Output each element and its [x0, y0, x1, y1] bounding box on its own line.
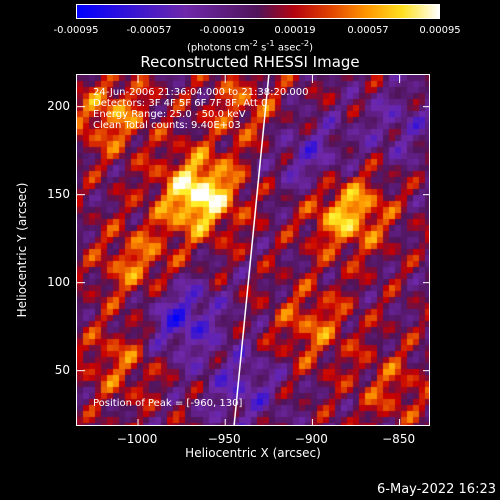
heatmap-image — [77, 75, 429, 425]
footer-date: 6-May-2022 16:23 — [377, 482, 496, 497]
colorbar-tick-label: 0.00019 — [274, 25, 316, 36]
annotation-time: 24-Jun-2006 21:36:04.000 to 21:38:20.000 — [93, 87, 309, 98]
colorbar-tick-label: 0.00095 — [419, 25, 461, 36]
x-axis-label: Heliocentric X (arcsec) — [185, 446, 321, 460]
annotation-energy: Energy Range: 25.0 - 50.0 keV — [93, 109, 246, 120]
y-tick-label: 100 — [47, 274, 70, 289]
annotation-peak: Position of Peak = [-960, 130] — [93, 398, 243, 409]
plot-area: 24-Jun-2006 21:36:04.000 to 21:38:20.000… — [76, 74, 430, 426]
colorbar-tick-label: -0.00057 — [126, 25, 172, 36]
colorbar-tick-label: -0.00019 — [199, 25, 245, 36]
x-tick-label: −900 — [294, 432, 328, 446]
x-tick-label: −950 — [207, 432, 241, 446]
colorbar-units: (photons cm-2 s-1 asec-2) — [186, 38, 314, 54]
x-tick-label: −850 — [382, 432, 416, 446]
plot-overlay — [77, 75, 429, 425]
colorbar — [76, 4, 440, 19]
y-tick-label: 150 — [47, 186, 70, 201]
colorbar-tick-label: -0.00095 — [53, 25, 99, 36]
y-axis-label: Heliocentric Y (arcsec) — [15, 182, 29, 318]
chart-title: Reconstructed RHESSI Image — [140, 53, 360, 71]
y-tick-label: 200 — [47, 98, 70, 113]
colorbar-tick-label: 0.00057 — [347, 25, 389, 36]
solar-limb-line — [233, 75, 270, 425]
y-tick-label: 50 — [54, 362, 70, 377]
annotation-clean: Clean Total counts: 9.40E+03 — [93, 120, 241, 131]
x-tick-label: −1000 — [116, 432, 158, 446]
annotation-detectors: Detectors: 3F 4F 5F 6F 7F 8F, Att 0 — [93, 98, 268, 109]
